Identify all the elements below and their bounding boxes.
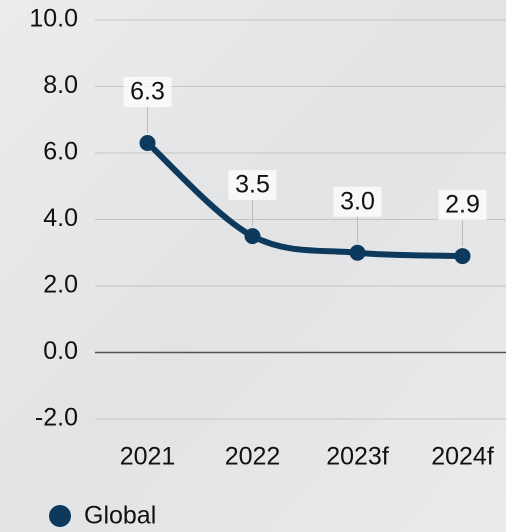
label-box [123,77,172,108]
x-tick-label: 2023f [326,443,389,471]
x-tick-label: 2024f [431,443,494,471]
y-tick-label: 2.0 [43,271,78,299]
y-tick-label: 10.0 [29,5,78,33]
data-label: 3.5 [235,171,270,199]
marker [349,244,366,261]
y-tick-label: 0.0 [43,337,78,365]
label-box [438,190,487,221]
line [144,140,466,260]
data-label: 2.9 [445,191,480,219]
y-tick-label: 4.0 [43,204,78,232]
data-label: 3.0 [340,187,375,215]
legend-marker [49,505,71,527]
y-tick-label: -2.0 [35,404,78,432]
y-tick-label: 8.0 [43,71,78,99]
x-tick-label: 2022 [225,443,281,471]
label-box [228,170,277,201]
legend-label: Global [84,502,156,530]
marker [244,228,261,245]
x-tick-label: 2021 [120,443,176,471]
data-label: 6.3 [130,78,165,106]
y-tick-label: 6.0 [43,138,78,166]
label-box [333,186,382,217]
marker [139,135,156,152]
marker [454,248,471,265]
